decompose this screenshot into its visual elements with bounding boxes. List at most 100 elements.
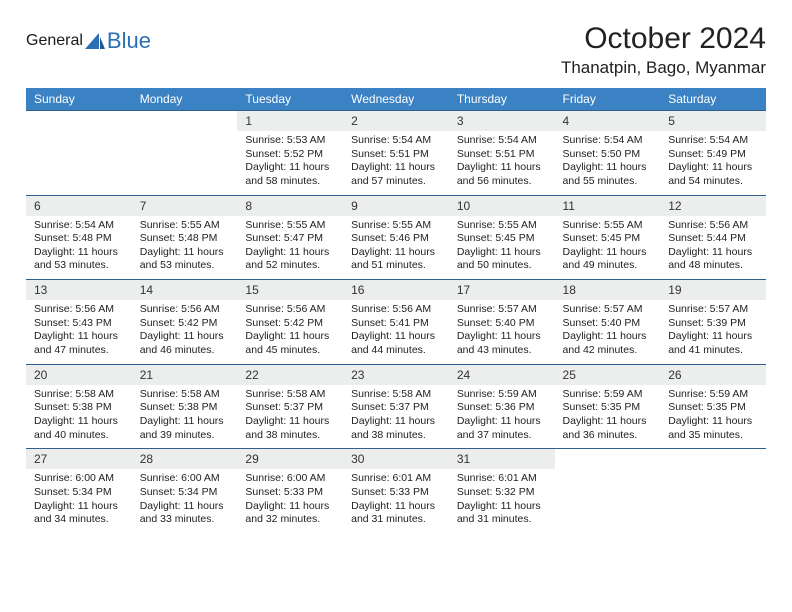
day-detail-line: and 34 minutes. [34,513,124,527]
logo-sail-icon [85,33,105,49]
day-detail-line: Sunrise: 5:55 AM [457,219,547,233]
day-detail-line: Daylight: 11 hours [351,415,441,429]
day-detail-line: Daylight: 11 hours [351,330,441,344]
day-detail-line: Daylight: 11 hours [457,415,547,429]
day-detail-line: Sunset: 5:46 PM [351,232,441,246]
day-number: 1 [237,111,343,131]
day-detail-line: Sunrise: 5:57 AM [563,303,653,317]
day-detail-line: Sunset: 5:32 PM [457,486,547,500]
day-detail-line: and 54 minutes. [668,175,758,189]
day-detail-line: and 31 minutes. [457,513,547,527]
day-details: Sunrise: 5:54 AMSunset: 5:51 PMDaylight:… [449,131,555,195]
calendar-cell: 25Sunrise: 5:59 AMSunset: 5:35 PMDayligh… [555,364,661,449]
day-detail-line: Daylight: 11 hours [245,161,335,175]
day-detail-line: Sunset: 5:51 PM [351,148,441,162]
day-detail-line: Daylight: 11 hours [34,415,124,429]
weekday-header: Saturday [660,88,766,111]
day-detail-line: Daylight: 11 hours [34,500,124,514]
calendar-cell: 19Sunrise: 5:57 AMSunset: 5:39 PMDayligh… [660,280,766,365]
calendar-cell: 20Sunrise: 5:58 AMSunset: 5:38 PMDayligh… [26,364,132,449]
day-detail-line: Sunrise: 6:01 AM [457,472,547,486]
day-details: Sunrise: 5:59 AMSunset: 5:35 PMDaylight:… [555,385,661,449]
day-number: 6 [26,196,132,216]
calendar-cell: 18Sunrise: 5:57 AMSunset: 5:40 PMDayligh… [555,280,661,365]
day-detail-line: and 45 minutes. [245,344,335,358]
day-detail-line: Daylight: 11 hours [457,500,547,514]
day-number: 2 [343,111,449,131]
day-detail-line: Daylight: 11 hours [140,330,230,344]
day-detail-line: and 49 minutes. [563,259,653,273]
day-number: 23 [343,365,449,385]
calendar-cell: 23Sunrise: 5:58 AMSunset: 5:37 PMDayligh… [343,364,449,449]
day-detail-line: Sunrise: 5:58 AM [34,388,124,402]
day-details: Sunrise: 5:57 AMSunset: 5:39 PMDaylight:… [660,300,766,364]
day-detail-line: Sunrise: 5:56 AM [351,303,441,317]
day-number: 24 [449,365,555,385]
day-detail-line: Daylight: 11 hours [563,330,653,344]
day-details: Sunrise: 6:01 AMSunset: 5:32 PMDaylight:… [449,469,555,533]
day-details: Sunrise: 5:55 AMSunset: 5:46 PMDaylight:… [343,216,449,280]
day-detail-line: and 44 minutes. [351,344,441,358]
day-detail-line: Sunrise: 5:58 AM [351,388,441,402]
day-details: Sunrise: 6:01 AMSunset: 5:33 PMDaylight:… [343,469,449,533]
day-detail-line: Sunset: 5:33 PM [351,486,441,500]
day-details: Sunrise: 5:56 AMSunset: 5:44 PMDaylight:… [660,216,766,280]
day-details: Sunrise: 5:57 AMSunset: 5:40 PMDaylight:… [449,300,555,364]
day-detail-line: Sunrise: 5:59 AM [457,388,547,402]
calendar-cell: .. [660,449,766,533]
day-detail-line: Sunrise: 5:55 AM [563,219,653,233]
location: Thanatpin, Bago, Myanmar [561,58,766,78]
calendar-cell: 2Sunrise: 5:54 AMSunset: 5:51 PMDaylight… [343,111,449,196]
day-detail-line: Sunset: 5:36 PM [457,401,547,415]
day-number: 7 [132,196,238,216]
day-detail-line: Daylight: 11 hours [351,500,441,514]
day-number: 26 [660,365,766,385]
day-details: Sunrise: 5:58 AMSunset: 5:37 PMDaylight:… [343,385,449,449]
day-details: Sunrise: 5:56 AMSunset: 5:42 PMDaylight:… [132,300,238,364]
day-details: Sunrise: 5:53 AMSunset: 5:52 PMDaylight:… [237,131,343,195]
calendar-cell: 29Sunrise: 6:00 AMSunset: 5:33 PMDayligh… [237,449,343,533]
weekday-header-row: SundayMondayTuesdayWednesdayThursdayFrid… [26,88,766,111]
day-detail-line: Daylight: 11 hours [563,246,653,260]
day-detail-line: Sunset: 5:48 PM [34,232,124,246]
day-number: 19 [660,280,766,300]
day-detail-line: Sunset: 5:47 PM [245,232,335,246]
day-detail-line: Sunrise: 6:00 AM [140,472,230,486]
day-detail-line: Daylight: 11 hours [563,415,653,429]
day-details: Sunrise: 5:56 AMSunset: 5:41 PMDaylight:… [343,300,449,364]
day-detail-line: and 31 minutes. [351,513,441,527]
day-detail-line: Daylight: 11 hours [457,161,547,175]
day-number: 18 [555,280,661,300]
day-detail-line: Sunset: 5:44 PM [668,232,758,246]
day-details: Sunrise: 5:54 AMSunset: 5:50 PMDaylight:… [555,131,661,195]
day-detail-line: and 56 minutes. [457,175,547,189]
day-detail-line: and 33 minutes. [140,513,230,527]
day-detail-line: and 50 minutes. [457,259,547,273]
calendar-cell: 17Sunrise: 5:57 AMSunset: 5:40 PMDayligh… [449,280,555,365]
day-detail-line: and 38 minutes. [245,429,335,443]
day-detail-line: Sunset: 5:45 PM [563,232,653,246]
day-detail-line: Sunset: 5:51 PM [457,148,547,162]
day-detail-line: and 43 minutes. [457,344,547,358]
day-detail-line: Sunset: 5:42 PM [245,317,335,331]
day-number: 21 [132,365,238,385]
day-number: 12 [660,196,766,216]
day-number: 29 [237,449,343,469]
day-detail-line: Sunrise: 5:57 AM [457,303,547,317]
day-details: Sunrise: 5:55 AMSunset: 5:45 PMDaylight:… [449,216,555,280]
day-number: 14 [132,280,238,300]
day-detail-line: and 37 minutes. [457,429,547,443]
calendar-cell: 11Sunrise: 5:55 AMSunset: 5:45 PMDayligh… [555,195,661,280]
day-detail-line: Sunset: 5:52 PM [245,148,335,162]
logo: General Blue [26,22,151,54]
day-detail-line: Daylight: 11 hours [245,330,335,344]
day-number: 25 [555,365,661,385]
day-details: Sunrise: 5:54 AMSunset: 5:51 PMDaylight:… [343,131,449,195]
day-detail-line: and 58 minutes. [245,175,335,189]
weekday-header: Tuesday [237,88,343,111]
day-detail-line: Daylight: 11 hours [668,161,758,175]
day-detail-line: Daylight: 11 hours [351,246,441,260]
logo-text-general: General [26,32,83,50]
day-detail-line: Daylight: 11 hours [34,330,124,344]
day-details: Sunrise: 6:00 AMSunset: 5:34 PMDaylight:… [132,469,238,533]
